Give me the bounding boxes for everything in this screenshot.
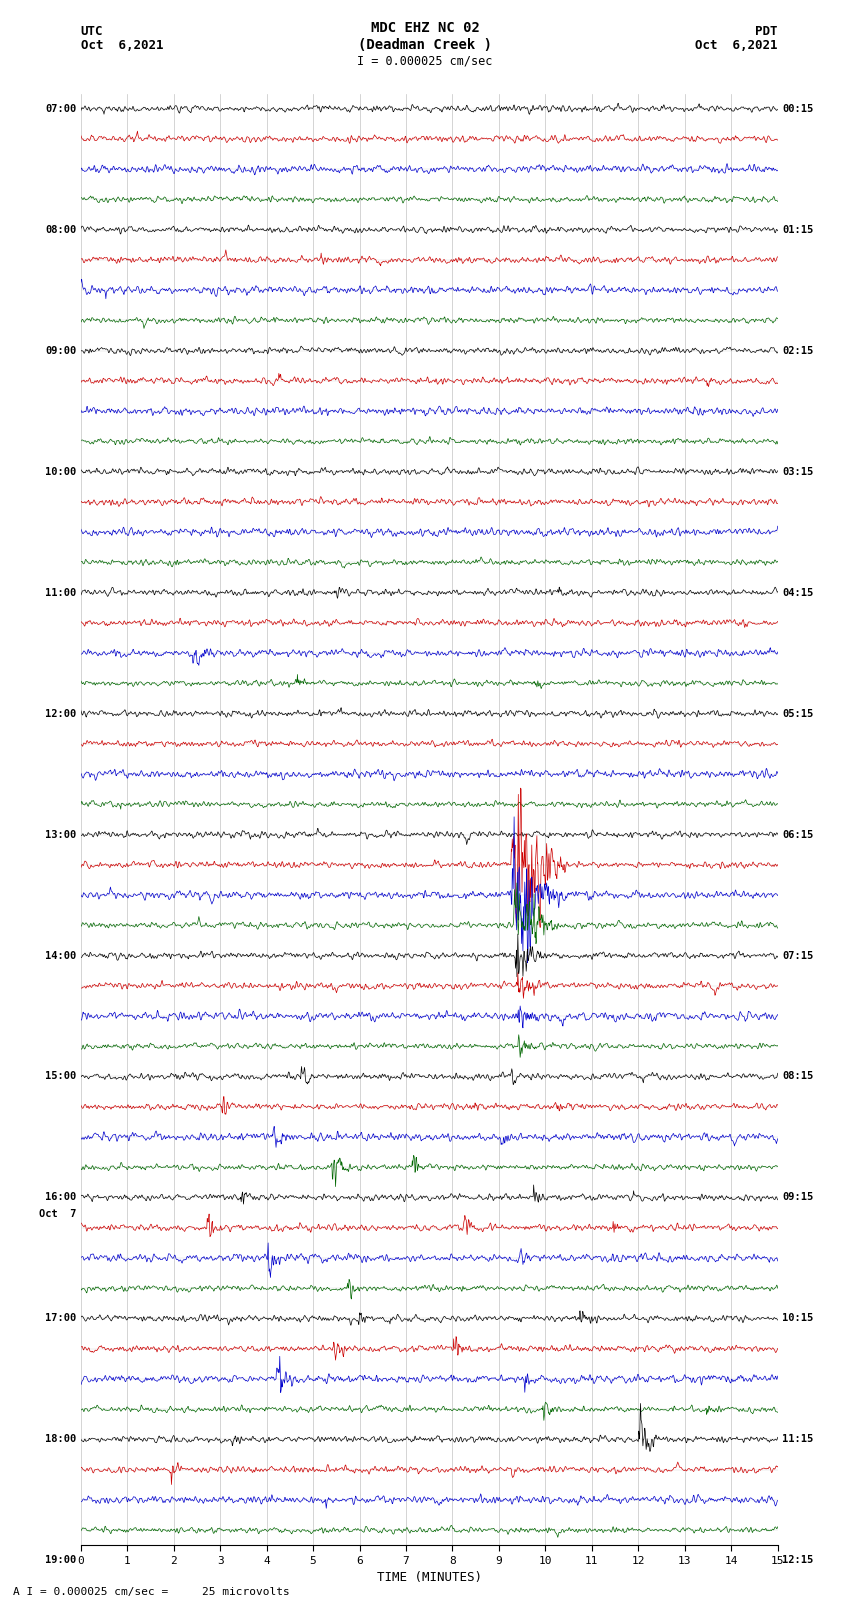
Text: 09:15: 09:15	[782, 1192, 813, 1202]
Text: A I = 0.000025 cm/sec =     25 microvolts: A I = 0.000025 cm/sec = 25 microvolts	[13, 1587, 290, 1597]
Text: Oct  6,2021: Oct 6,2021	[695, 39, 778, 52]
X-axis label: TIME (MINUTES): TIME (MINUTES)	[377, 1571, 482, 1584]
Text: 08:00: 08:00	[45, 224, 76, 234]
Text: Oct  6,2021: Oct 6,2021	[81, 39, 163, 52]
Text: 07:00: 07:00	[45, 103, 76, 113]
Text: 19:00: 19:00	[45, 1555, 76, 1565]
Text: 10:15: 10:15	[782, 1313, 813, 1323]
Text: 07:15: 07:15	[782, 950, 813, 960]
Text: 18:00: 18:00	[45, 1434, 76, 1444]
Text: 01:15: 01:15	[782, 224, 813, 234]
Text: 10:00: 10:00	[45, 466, 76, 476]
Text: I = 0.000025 cm/sec: I = 0.000025 cm/sec	[357, 55, 493, 68]
Text: 00:15: 00:15	[782, 103, 813, 113]
Text: Oct  7: Oct 7	[39, 1208, 76, 1218]
Text: UTC: UTC	[81, 24, 103, 37]
Text: 12:15: 12:15	[782, 1555, 813, 1565]
Text: MDC EHZ NC 02: MDC EHZ NC 02	[371, 21, 479, 35]
Text: 11:00: 11:00	[45, 587, 76, 597]
Text: (Deadman Creek ): (Deadman Creek )	[358, 37, 492, 52]
Text: 16:00: 16:00	[45, 1192, 76, 1202]
Text: 06:15: 06:15	[782, 829, 813, 839]
Text: 09:00: 09:00	[45, 345, 76, 355]
Text: 15:00: 15:00	[45, 1071, 76, 1081]
Text: 08:15: 08:15	[782, 1071, 813, 1081]
Text: 17:00: 17:00	[45, 1313, 76, 1323]
Text: 03:15: 03:15	[782, 466, 813, 476]
Text: PDT: PDT	[756, 24, 778, 37]
Text: 13:00: 13:00	[45, 829, 76, 839]
Text: 04:15: 04:15	[782, 587, 813, 597]
Text: 02:15: 02:15	[782, 345, 813, 355]
Text: 11:15: 11:15	[782, 1434, 813, 1444]
Text: 14:00: 14:00	[45, 950, 76, 960]
Text: 05:15: 05:15	[782, 708, 813, 718]
Text: 12:00: 12:00	[45, 708, 76, 718]
